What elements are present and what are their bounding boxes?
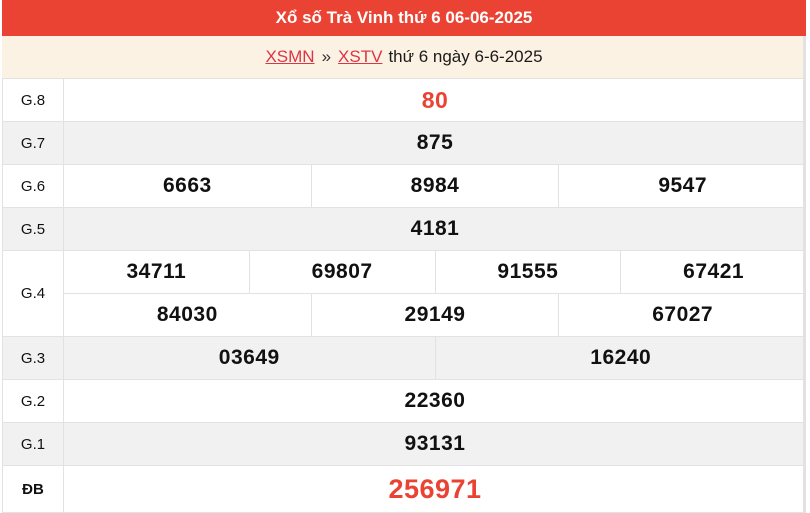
prize-number: 16240 xyxy=(434,337,807,379)
results-table: G.8 80 G.7 875 G.6 6663 8984 9547 G.5 41… xyxy=(2,78,806,513)
prize-label: G.1 xyxy=(3,423,64,465)
prize-label: G.7 xyxy=(3,122,64,164)
prize-label: G.8 xyxy=(3,79,64,121)
prize-row-g1: G.1 93131 xyxy=(3,423,806,466)
prize-number: 29149 xyxy=(310,294,559,336)
breadcrumb: XSMN » XSTV thứ 6 ngày 6-6-2025 xyxy=(2,36,806,78)
prize-number: 91555 xyxy=(434,251,621,293)
breadcrumb-date-text: thứ 6 ngày 6-6-2025 xyxy=(388,47,543,66)
prize-number: 93131 xyxy=(404,432,466,455)
prize-number: 80 xyxy=(421,86,449,113)
prize-label: ĐB xyxy=(3,466,64,512)
prize-row-g6: G.6 6663 8984 9547 xyxy=(3,165,806,208)
prize-number: 9547 xyxy=(558,165,806,207)
prize-label: G.2 xyxy=(3,380,64,422)
prize-number: 4181 xyxy=(410,217,460,240)
breadcrumb-separator: » xyxy=(321,47,332,66)
prize-row-db: ĐB 256971 xyxy=(3,466,806,513)
prize-row-g7: G.7 875 xyxy=(3,122,806,165)
prize-row-g8: G.8 80 xyxy=(3,79,806,122)
prize-row-g4: G.4 34711 69807 91555 67421 84030 29149 … xyxy=(3,251,806,337)
prize-number: 22360 xyxy=(404,389,466,412)
prize-label: G.4 xyxy=(3,251,64,336)
prize-number: 875 xyxy=(416,131,454,154)
breadcrumb-link-xsmn[interactable]: XSMN xyxy=(265,47,315,66)
prize-number: 03649 xyxy=(218,346,280,369)
prize-number: 34711 xyxy=(126,260,187,283)
prize-row-g3: G.3 03649 16240 xyxy=(3,337,806,380)
prize-number-jackpot: 256971 xyxy=(388,473,482,504)
breadcrumb-link-xstv[interactable]: XSTV xyxy=(338,47,383,66)
prize-number: 8984 xyxy=(310,165,559,207)
prize-row-g2: G.2 22360 xyxy=(3,380,806,423)
prize-number: 67421 xyxy=(620,251,806,293)
prize-number: 67027 xyxy=(558,294,806,336)
prize-row-g5: G.5 4181 xyxy=(3,208,806,251)
prize-label: G.3 xyxy=(3,337,64,379)
page-title: Xổ số Trà Vinh thứ 6 06-06-2025 xyxy=(275,8,533,27)
prize-label: G.5 xyxy=(3,208,64,250)
prize-number: 6663 xyxy=(162,174,212,197)
prize-number: 84030 xyxy=(156,303,218,326)
prize-number: 69807 xyxy=(248,251,435,293)
prize-label: G.6 xyxy=(3,165,64,207)
page-header: Xổ số Trà Vinh thứ 6 06-06-2025 xyxy=(2,0,806,36)
